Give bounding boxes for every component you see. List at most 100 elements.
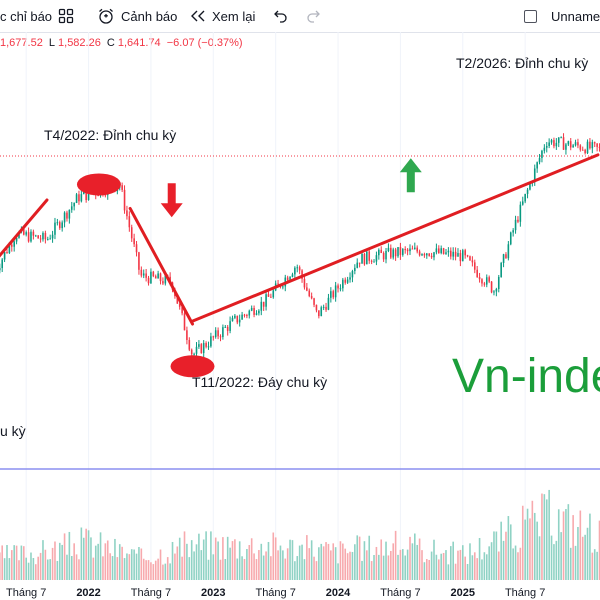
candle-body bbox=[250, 308, 253, 311]
volume-bar bbox=[145, 560, 147, 580]
candle-body bbox=[437, 248, 440, 254]
volume-bar bbox=[20, 545, 23, 580]
x-axis: Tháng 7 2022 Tháng 7 2023 Tháng 7 2024 Tháng 7… bbox=[6, 587, 545, 599]
candle-body bbox=[51, 234, 54, 239]
volume-bar bbox=[97, 543, 99, 580]
volume-bar bbox=[445, 550, 447, 580]
volume-bar bbox=[135, 553, 138, 580]
candle-body bbox=[541, 150, 543, 159]
x-tick-label: Tháng 7 bbox=[505, 587, 545, 599]
candle-body bbox=[394, 249, 397, 257]
layout-name-button[interactable]: Unnamed bbox=[524, 0, 600, 32]
volume-bar bbox=[473, 552, 476, 580]
candle-body bbox=[473, 262, 476, 270]
volume-bar bbox=[90, 537, 92, 580]
undo-arrow-icon[interactable] bbox=[273, 0, 289, 32]
candle-body bbox=[500, 262, 502, 278]
ohlc-change-value: −6.07 (−0.37%) bbox=[166, 37, 243, 49]
candle-body bbox=[392, 249, 395, 258]
volume-bar bbox=[114, 538, 116, 580]
candle-body bbox=[339, 288, 342, 290]
candle-body bbox=[481, 279, 483, 284]
candle-body bbox=[30, 231, 32, 242]
x-tick-label: 2025 bbox=[451, 587, 475, 599]
volume-bar bbox=[339, 541, 342, 580]
candle-body bbox=[574, 142, 577, 146]
candle-body bbox=[493, 291, 495, 293]
volume-bar bbox=[154, 560, 157, 580]
volume-bar bbox=[46, 559, 49, 580]
volume-bar bbox=[78, 559, 80, 580]
volume-bar bbox=[226, 536, 229, 580]
replay-button[interactable]: Xem lại bbox=[190, 0, 255, 32]
candle-body bbox=[457, 253, 459, 257]
volume-bar bbox=[106, 540, 109, 580]
candle-body bbox=[382, 253, 385, 260]
volume-bar bbox=[198, 533, 200, 580]
candle-body bbox=[214, 330, 217, 338]
candle-body bbox=[476, 269, 478, 278]
candle-body bbox=[277, 283, 279, 285]
volume-bar bbox=[56, 560, 59, 580]
indicators-button[interactable]: c chỉ báo bbox=[0, 0, 52, 32]
volume-bar bbox=[529, 518, 531, 580]
volume-bar bbox=[27, 562, 30, 580]
templates-grid-icon[interactable] bbox=[58, 0, 74, 32]
volume-bar bbox=[188, 557, 191, 580]
candle-body bbox=[581, 149, 584, 151]
candle-body bbox=[349, 277, 351, 280]
candle-body bbox=[68, 209, 71, 219]
volume-bar bbox=[346, 553, 349, 580]
price-chart[interactable]: T4/2022: Đỉnh chu kỳ T11/2022: Đáy chu kỳ… bbox=[0, 32, 600, 600]
volume-bar bbox=[509, 524, 512, 580]
volume-bar bbox=[320, 543, 323, 580]
rewind-icon bbox=[190, 9, 206, 23]
candle-body bbox=[502, 254, 505, 263]
candle-body bbox=[34, 235, 37, 237]
volume-bar bbox=[51, 547, 54, 580]
volume-bar bbox=[133, 549, 135, 580]
candle-body bbox=[488, 277, 490, 282]
volume-bar bbox=[337, 563, 339, 580]
candle-body bbox=[591, 142, 594, 149]
volume-bar bbox=[202, 539, 205, 580]
autosave-checkbox[interactable] bbox=[524, 9, 537, 23]
candle-body bbox=[229, 321, 231, 331]
candle-body bbox=[517, 219, 519, 222]
candle-body bbox=[426, 253, 428, 256]
candle-body bbox=[15, 237, 18, 242]
candle-body bbox=[562, 137, 565, 150]
volume-bar bbox=[128, 554, 131, 580]
volume-bar bbox=[294, 561, 296, 580]
candle-body bbox=[514, 219, 517, 231]
volume-bar bbox=[162, 564, 164, 580]
candle-body bbox=[342, 279, 344, 289]
volume-bar bbox=[116, 557, 119, 580]
candle-body bbox=[584, 149, 586, 154]
candle-body bbox=[354, 267, 356, 272]
candle-body bbox=[49, 238, 51, 240]
alert-button[interactable]: Cảnh báo bbox=[97, 0, 177, 32]
volume-bar bbox=[541, 493, 543, 580]
candle-body bbox=[423, 254, 426, 256]
volume-bar bbox=[3, 558, 6, 580]
candle-body bbox=[310, 296, 313, 299]
volume-bar bbox=[255, 559, 258, 580]
redo-arrow-icon[interactable] bbox=[305, 0, 321, 32]
candle-body bbox=[459, 253, 462, 262]
volume-bar bbox=[73, 543, 75, 580]
candle-body bbox=[495, 288, 498, 292]
volume-bar bbox=[277, 550, 279, 580]
volume-bar bbox=[507, 516, 510, 580]
volume-bar bbox=[8, 558, 11, 580]
volume-bar bbox=[370, 561, 373, 580]
volume-bar bbox=[308, 548, 311, 580]
volume-bar bbox=[243, 558, 246, 580]
candle-body bbox=[70, 206, 73, 210]
volume-bar bbox=[481, 559, 483, 580]
volume-bar bbox=[248, 545, 251, 580]
volume-bar bbox=[495, 531, 498, 580]
candle-body bbox=[238, 319, 241, 323]
candle-body bbox=[202, 343, 205, 354]
volume-bar bbox=[265, 551, 267, 580]
